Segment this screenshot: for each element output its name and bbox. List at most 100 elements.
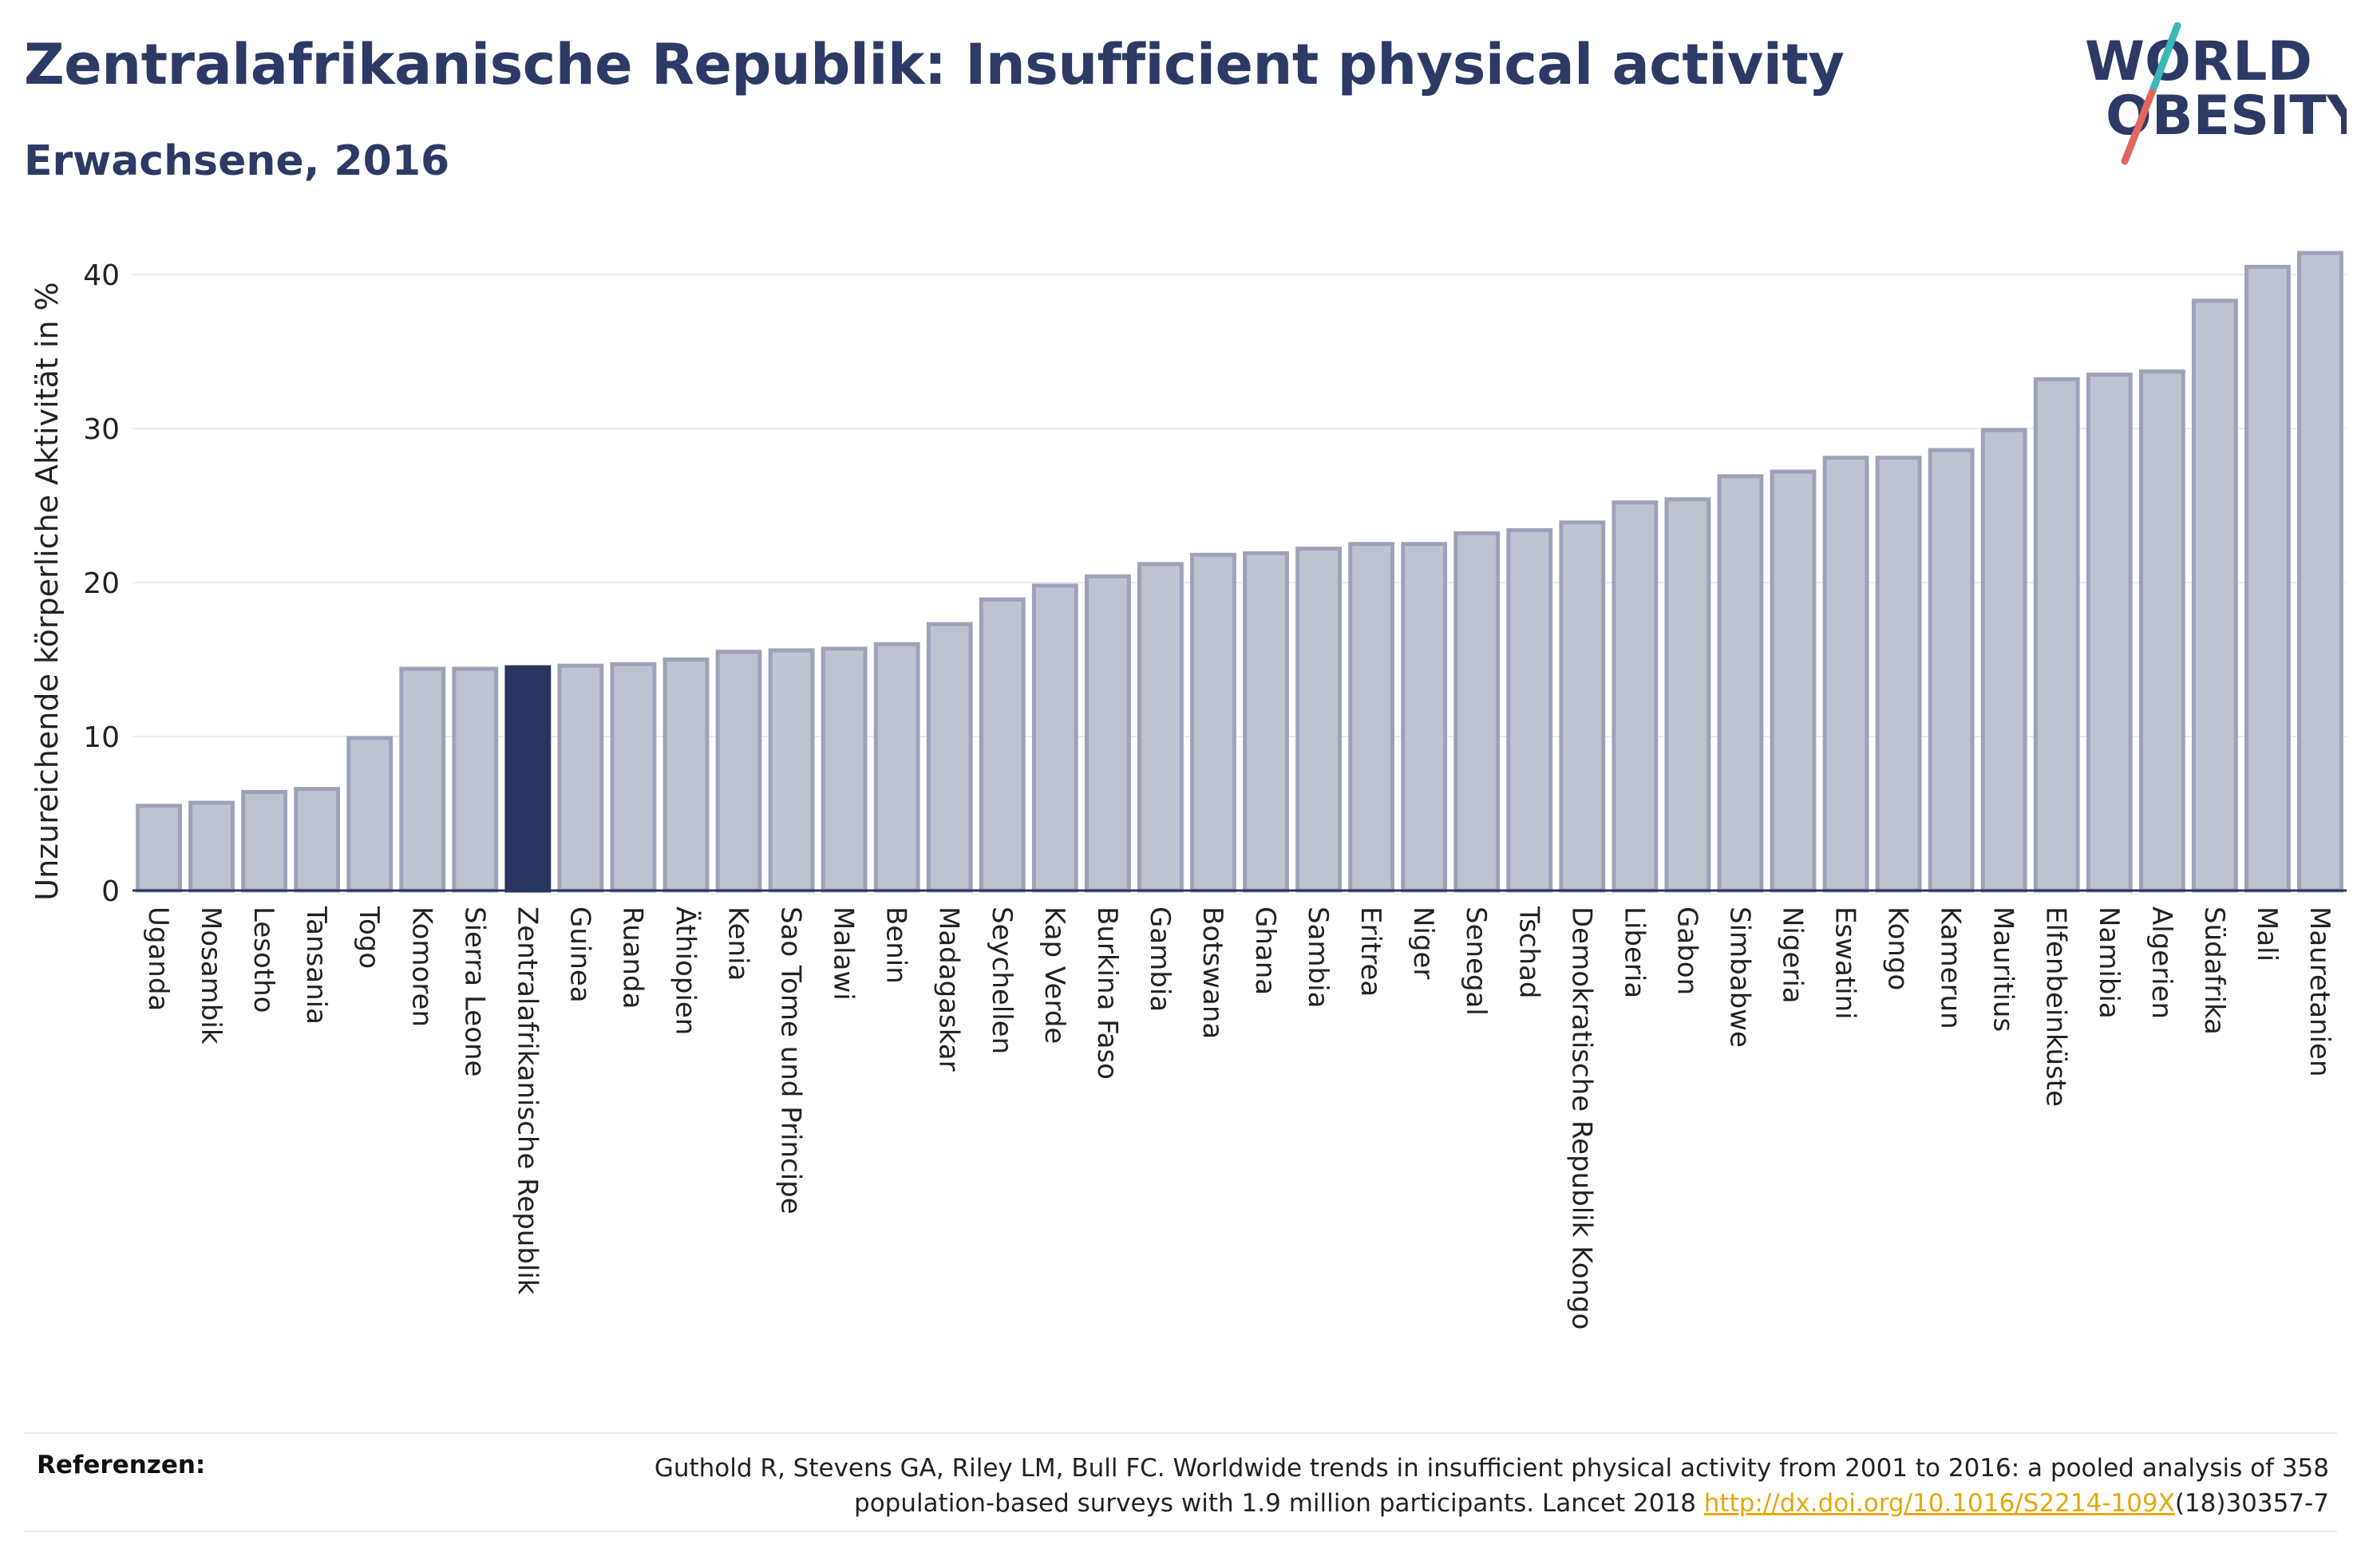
bar (1612, 500, 1659, 893)
x-tick-label: Guinea (564, 906, 595, 1003)
bar (715, 650, 762, 893)
x-tick-label: Äthiopien (670, 906, 702, 1035)
bar (2033, 377, 2080, 893)
bar (399, 666, 446, 893)
logo-slash-top (2148, 22, 2181, 97)
x-tick-label: Seychellen (986, 906, 1018, 1054)
bar (2297, 251, 2343, 893)
bar (979, 597, 1026, 893)
x-tick-label: Liberia (1618, 906, 1650, 998)
reference-line-2-end: (18)30357-7 (2174, 1489, 2329, 1518)
x-tick-label: Benin (880, 906, 912, 984)
bar (1295, 547, 1342, 893)
bar (241, 789, 288, 893)
bar (1401, 542, 1448, 893)
bar (1243, 551, 1289, 893)
x-tick-label: Zentralafrikanische Republik (511, 906, 543, 1295)
page-subtitle: Erwachsene, 2016 (24, 137, 450, 185)
bar (768, 648, 815, 893)
x-tick-label: Burkina Faso (1091, 906, 1123, 1080)
bar (346, 736, 394, 893)
y-tick-label: 10 (83, 721, 120, 754)
x-tick-label: Mali (2251, 906, 2283, 962)
x-tick-label: Eswatini (1829, 906, 1861, 1020)
bar (1190, 552, 1236, 893)
x-tick-label: Uganda (142, 906, 174, 1011)
x-tick-label: Gabon (1671, 906, 1703, 995)
x-tick-label: Sao Tome und Principe (775, 906, 807, 1215)
world-obesity-logo: WORLD OBESITY (2085, 22, 2347, 165)
y-axis-title: Unzureichende körperliche Aktivität in % (30, 282, 65, 900)
bar (452, 666, 499, 893)
bar (1453, 531, 1501, 893)
x-tick-label: Botswana (1196, 906, 1228, 1039)
x-tick-label: Kenia (722, 906, 754, 981)
bar (1506, 527, 1553, 893)
references-label: Referenzen: (37, 1451, 206, 1479)
reference-line-1: Guthold R, Stevens GA, Riley LM, Bull FC… (654, 1454, 2329, 1483)
bar (2191, 298, 2238, 893)
bar (1980, 428, 2027, 893)
x-tick-label: Togo (353, 906, 385, 969)
bar (873, 642, 920, 893)
x-tick-label: Demokratische Republik Kongo (1565, 906, 1597, 1329)
x-tick-label: Tschad (1513, 906, 1544, 999)
x-tick-label: Kamerun (1935, 906, 1967, 1029)
bar (1348, 542, 1395, 893)
x-tick-label: Senegal (1460, 906, 1492, 1016)
bar (1928, 448, 1975, 893)
x-tick-label: Simbabwe (1723, 906, 1755, 1048)
bar (2086, 372, 2133, 893)
x-tick-label: Eritrea (1355, 906, 1386, 997)
bar (188, 800, 235, 893)
x-tick-label: Lesotho (247, 906, 279, 1013)
x-tick-label: Tansania (300, 906, 332, 1025)
references-text: Guthold R, Stevens GA, Riley LM, Bull FC… (493, 1451, 2329, 1521)
bar (136, 804, 182, 893)
x-tick-label: Sambia (1302, 906, 1334, 1008)
bar (1559, 520, 1606, 893)
x-tick-label: Mosambik (195, 906, 227, 1045)
x-tick-label: Mauretanien (2304, 906, 2335, 1077)
x-tick-label: Malawi (828, 906, 860, 1001)
footer-divider-top (24, 1432, 2337, 1434)
bar (557, 663, 604, 893)
bar (2138, 369, 2185, 893)
x-tick-label: Niger (1407, 906, 1439, 979)
x-tick-label: Komoren (405, 906, 437, 1027)
bar (1137, 562, 1184, 893)
bar (1031, 583, 1078, 893)
bar (1822, 456, 1869, 893)
y-tick-label: 0 (101, 875, 120, 908)
x-tick-label: Ghana (1249, 906, 1281, 995)
bar (294, 787, 341, 893)
logo-slash-bottom (2121, 89, 2156, 165)
x-tick-label: Gambia (1144, 906, 1176, 1012)
reference-line-2: population-based surveys with 1.9 millio… (854, 1489, 1704, 1518)
bar (1770, 469, 1817, 893)
bar-chart: 0 10 20 30 40 Unzureichende körperliche Aktiv… (30, 251, 2347, 1329)
bar (1084, 574, 1131, 893)
y-tick-label: 40 (83, 259, 120, 292)
reference-doi-link[interactable]: http://dx.doi.org/10.1016/S2214-109X (1703, 1489, 2175, 1518)
footer-divider-bottom (24, 1530, 2337, 1532)
y-tick-label: 30 (83, 413, 120, 446)
bar (1875, 456, 1922, 893)
bar (1717, 474, 1764, 893)
x-tick-label: Namibia (2093, 906, 2125, 1019)
page-title: Zentralafrikanische Republik: Insufficie… (24, 32, 1845, 97)
x-tick-label: Madagaskar (933, 906, 965, 1072)
y-tick-label: 20 (83, 567, 120, 600)
bar-highlight (504, 665, 552, 893)
bar (926, 622, 973, 893)
x-tick-label: Kap Verde (1038, 906, 1070, 1044)
x-tick-label: Sierra Leone (458, 906, 490, 1076)
x-tick-label: Elfenbeinküste (2040, 906, 2072, 1107)
bar (610, 662, 657, 893)
x-tick-label: Mauritius (1987, 906, 2019, 1032)
x-tick-label: Südafrika (2198, 906, 2230, 1035)
x-tick-label: Kongo (1882, 906, 1914, 990)
bar (662, 658, 710, 893)
x-tick-label: Nigeria (1777, 906, 1809, 1004)
x-tick-label: Ruanda (616, 906, 648, 1009)
